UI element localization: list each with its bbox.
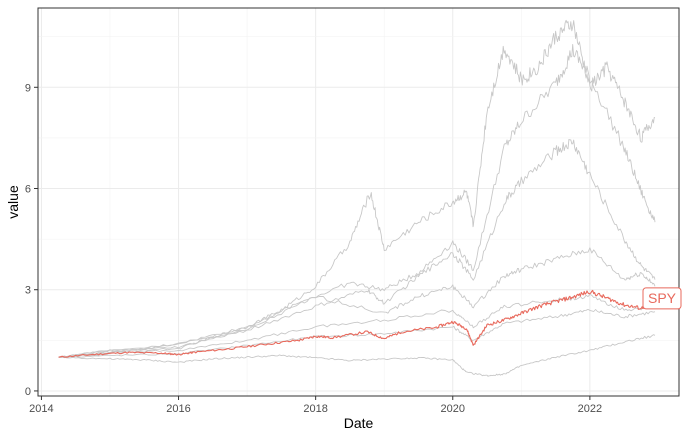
series-line-other	[58, 19, 656, 358]
series-line-other	[58, 247, 656, 358]
highlight-series	[58, 289, 656, 358]
y-axis: 0 3 6 9	[25, 82, 38, 398]
series-line-other	[58, 43, 656, 358]
y-tick-label: 3	[25, 285, 31, 297]
x-tick-label: 2018	[303, 403, 327, 415]
x-tick-label: 2020	[441, 403, 465, 415]
series-lines	[58, 19, 656, 377]
series-line-other	[58, 293, 656, 358]
y-tick-label: 9	[25, 82, 31, 94]
x-tick-label: 2016	[166, 403, 190, 415]
spy-label: SPY	[642, 287, 682, 310]
y-tick-label: 0	[25, 386, 31, 398]
spy-label-text: SPY	[648, 290, 677, 306]
spy-label-box	[642, 287, 682, 310]
series-line-spy	[58, 289, 656, 358]
series-line-other	[58, 334, 656, 377]
panel-border	[37, 7, 680, 397]
x-tick-label: 2014	[29, 403, 53, 415]
y-axis-title: value	[5, 185, 21, 219]
series-line-other	[58, 138, 656, 358]
grid	[38, 8, 679, 396]
x-axis: 2014 2016 2018 2020 2022	[29, 396, 602, 415]
y-tick-label: 6	[25, 184, 31, 196]
x-tick-label: 2022	[578, 403, 602, 415]
x-axis-title: Date	[344, 415, 374, 431]
